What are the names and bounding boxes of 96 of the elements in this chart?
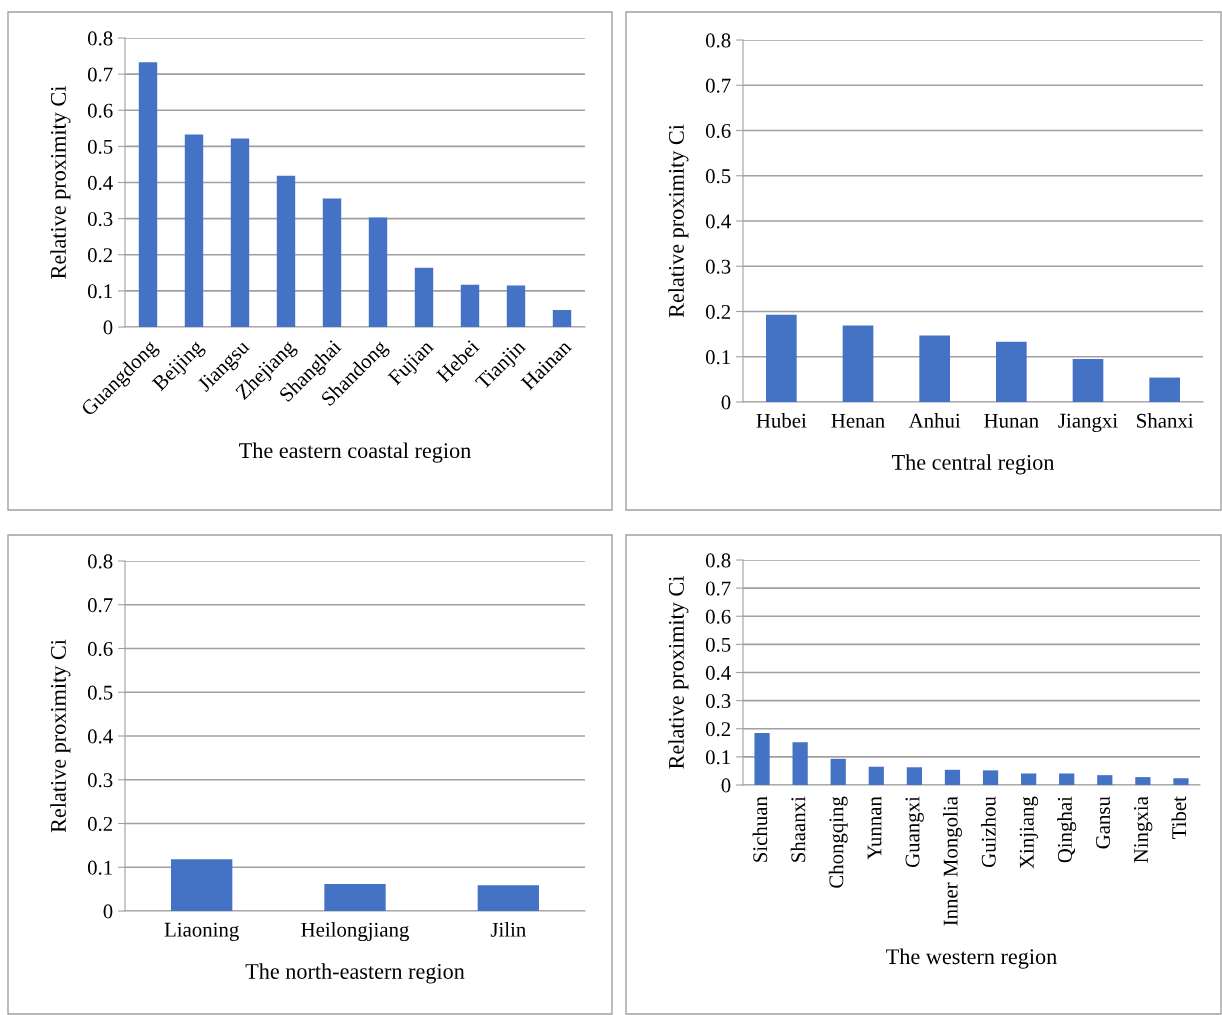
y-tick-label: 0.5: [705, 637, 731, 652]
y-tick-label: 0.4: [705, 214, 731, 229]
bar: [184, 134, 204, 327]
y-tick-label: 0.5: [87, 685, 113, 700]
y-tick-label: 0.7: [705, 78, 731, 93]
bar: [1021, 773, 1037, 785]
y-tick-label: 0.8: [705, 33, 731, 48]
bar: [982, 770, 999, 785]
bar: [792, 742, 808, 785]
x-tick-label: Shanxi: [1137, 413, 1194, 428]
x-axis-title: The north-eastern region: [245, 963, 465, 984]
bar: [1149, 377, 1180, 402]
y-axis-title: Relative proximity Ci: [50, 86, 71, 279]
y-tick-label: 0.7: [87, 598, 113, 613]
y-tick-label: 0.4: [705, 665, 731, 681]
bar: [460, 284, 480, 327]
bar: [754, 732, 770, 785]
bar: [906, 767, 922, 785]
x-tick-label: Chongqing: [828, 796, 848, 888]
y-tick-label: 0.8: [87, 554, 113, 569]
bar: [1059, 773, 1075, 785]
x-tick-label: Shaanxi: [790, 796, 806, 862]
x-tick-label: Sichuan: [752, 796, 768, 862]
y-tick-label: 0.6: [705, 123, 731, 139]
bar: [996, 341, 1027, 402]
y-tick-label: 0.3: [705, 259, 731, 274]
y-tick-label: 0.8: [87, 31, 113, 46]
bar: [138, 62, 158, 327]
y-tick-label: 0.1: [87, 284, 112, 299]
y-axis-title: Relative proximity Ci: [668, 124, 689, 318]
x-tick-label: Ningxia: [1134, 796, 1153, 863]
x-tick-label: Jilin: [490, 922, 526, 937]
bar: [1097, 775, 1113, 785]
x-tick-label: Jiangxi: [1058, 413, 1118, 432]
bar: [552, 310, 572, 327]
x-tick-label: Gansu: [1096, 796, 1111, 849]
bar: [414, 267, 434, 327]
y-tick-label: 0: [103, 320, 113, 335]
bar: [324, 883, 386, 911]
x-tick-label: Inner Mongolia: [942, 796, 962, 926]
y-tick-label: 0: [721, 395, 731, 410]
y-tick-label: 0.6: [705, 609, 731, 624]
bar: [171, 859, 233, 911]
bar: [1173, 778, 1189, 785]
y-tick-label: 0.5: [87, 139, 113, 154]
y-tick-label: 0.6: [87, 641, 113, 657]
y-tick-label: 0.8: [705, 553, 731, 568]
y-tick-label: 0.5: [705, 169, 731, 184]
bar: [477, 885, 539, 911]
y-tick-label: 0.3: [705, 694, 731, 709]
x-tick-label: Hubei: [756, 413, 807, 428]
bar: [868, 766, 884, 785]
y-tick-label: 0.4: [87, 175, 113, 191]
bar: [368, 217, 388, 327]
bar: [830, 758, 846, 785]
x-tick-label: Yunnan: [867, 796, 882, 860]
bar: [944, 769, 961, 785]
x-tick-label: Guizhou: [981, 796, 996, 867]
bar: [842, 325, 874, 402]
y-tick-label: 0: [721, 778, 731, 793]
y-tick-label: 0: [103, 904, 113, 919]
x-tick-label: Xinjiang: [1019, 796, 1039, 869]
y-axis-title: Relative proximity Ci: [50, 639, 71, 833]
x-axis-title: The eastern coastal region: [239, 442, 471, 463]
y-tick-label: 0.4: [87, 729, 113, 744]
bar: [322, 198, 342, 327]
y-tick-label: 0.2: [87, 248, 113, 263]
x-tick-label: Hunan: [984, 413, 1039, 428]
x-tick-label: Qinghai: [1057, 796, 1077, 863]
y-tick-label: 0.1: [705, 750, 730, 765]
x-axis-title: The central region: [891, 454, 1055, 475]
bar: [506, 285, 526, 327]
y-tick-label: 0.2: [705, 722, 731, 737]
x-axis-title: The western region: [886, 948, 1057, 969]
bar: [1135, 777, 1151, 785]
y-tick-label: 0.3: [87, 773, 113, 788]
y-tick-label: 0.1: [87, 860, 112, 875]
y-tick-label: 0.7: [705, 581, 731, 596]
x-tick-label: Heilongjiang: [301, 922, 409, 942]
y-tick-label: 0.3: [87, 212, 113, 227]
x-tick-label: Liaoning: [164, 922, 239, 941]
y-axis-title: Relative proximity Ci: [668, 576, 689, 769]
bar: [1072, 359, 1104, 402]
x-tick-label: Tibet: [1171, 796, 1187, 839]
x-tick-label: Guangxi: [905, 796, 924, 867]
y-tick-label: 0.6: [87, 103, 113, 118]
y-tick-label: 0.2: [705, 304, 731, 320]
y-tick-label: 0.7: [87, 67, 113, 82]
bar: [766, 314, 797, 402]
y-tick-label: 0.1: [705, 350, 730, 365]
y-tick-label: 0.2: [87, 816, 113, 832]
bar: [276, 175, 296, 327]
bar: [230, 138, 250, 327]
x-tick-label: Henan: [831, 413, 885, 428]
bar: [919, 335, 950, 402]
x-tick-label: Anhui: [908, 413, 961, 428]
